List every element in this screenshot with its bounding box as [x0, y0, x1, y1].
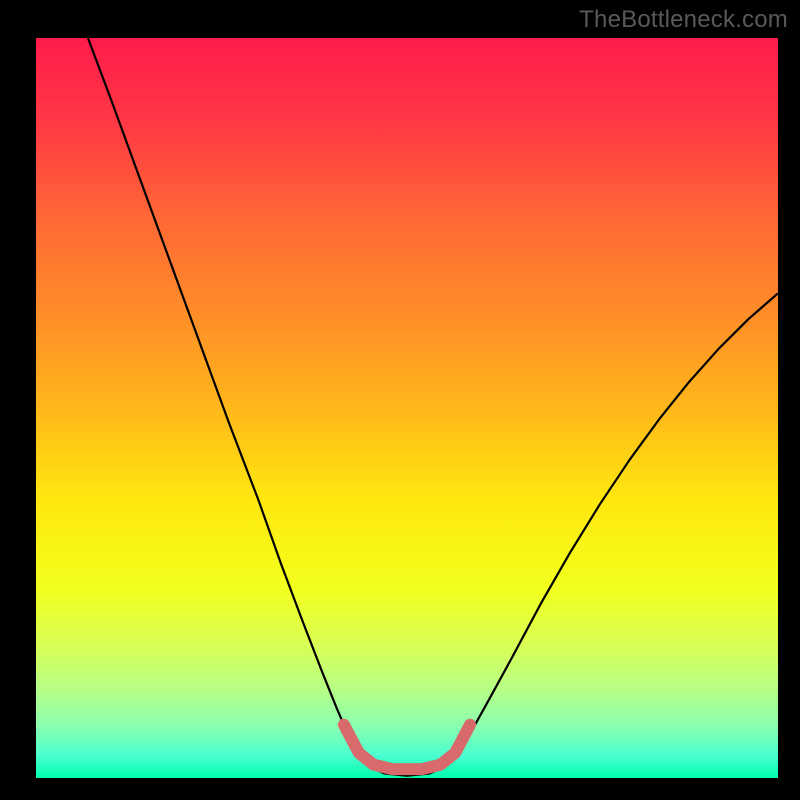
bottleneck-curve [88, 38, 778, 776]
plot-area [36, 38, 778, 778]
chart-svg [36, 38, 778, 778]
watermark-text: TheBottleneck.com [579, 6, 788, 34]
bottleneck-highlight [344, 725, 470, 769]
chart-frame: TheBottleneck.com [0, 0, 800, 800]
